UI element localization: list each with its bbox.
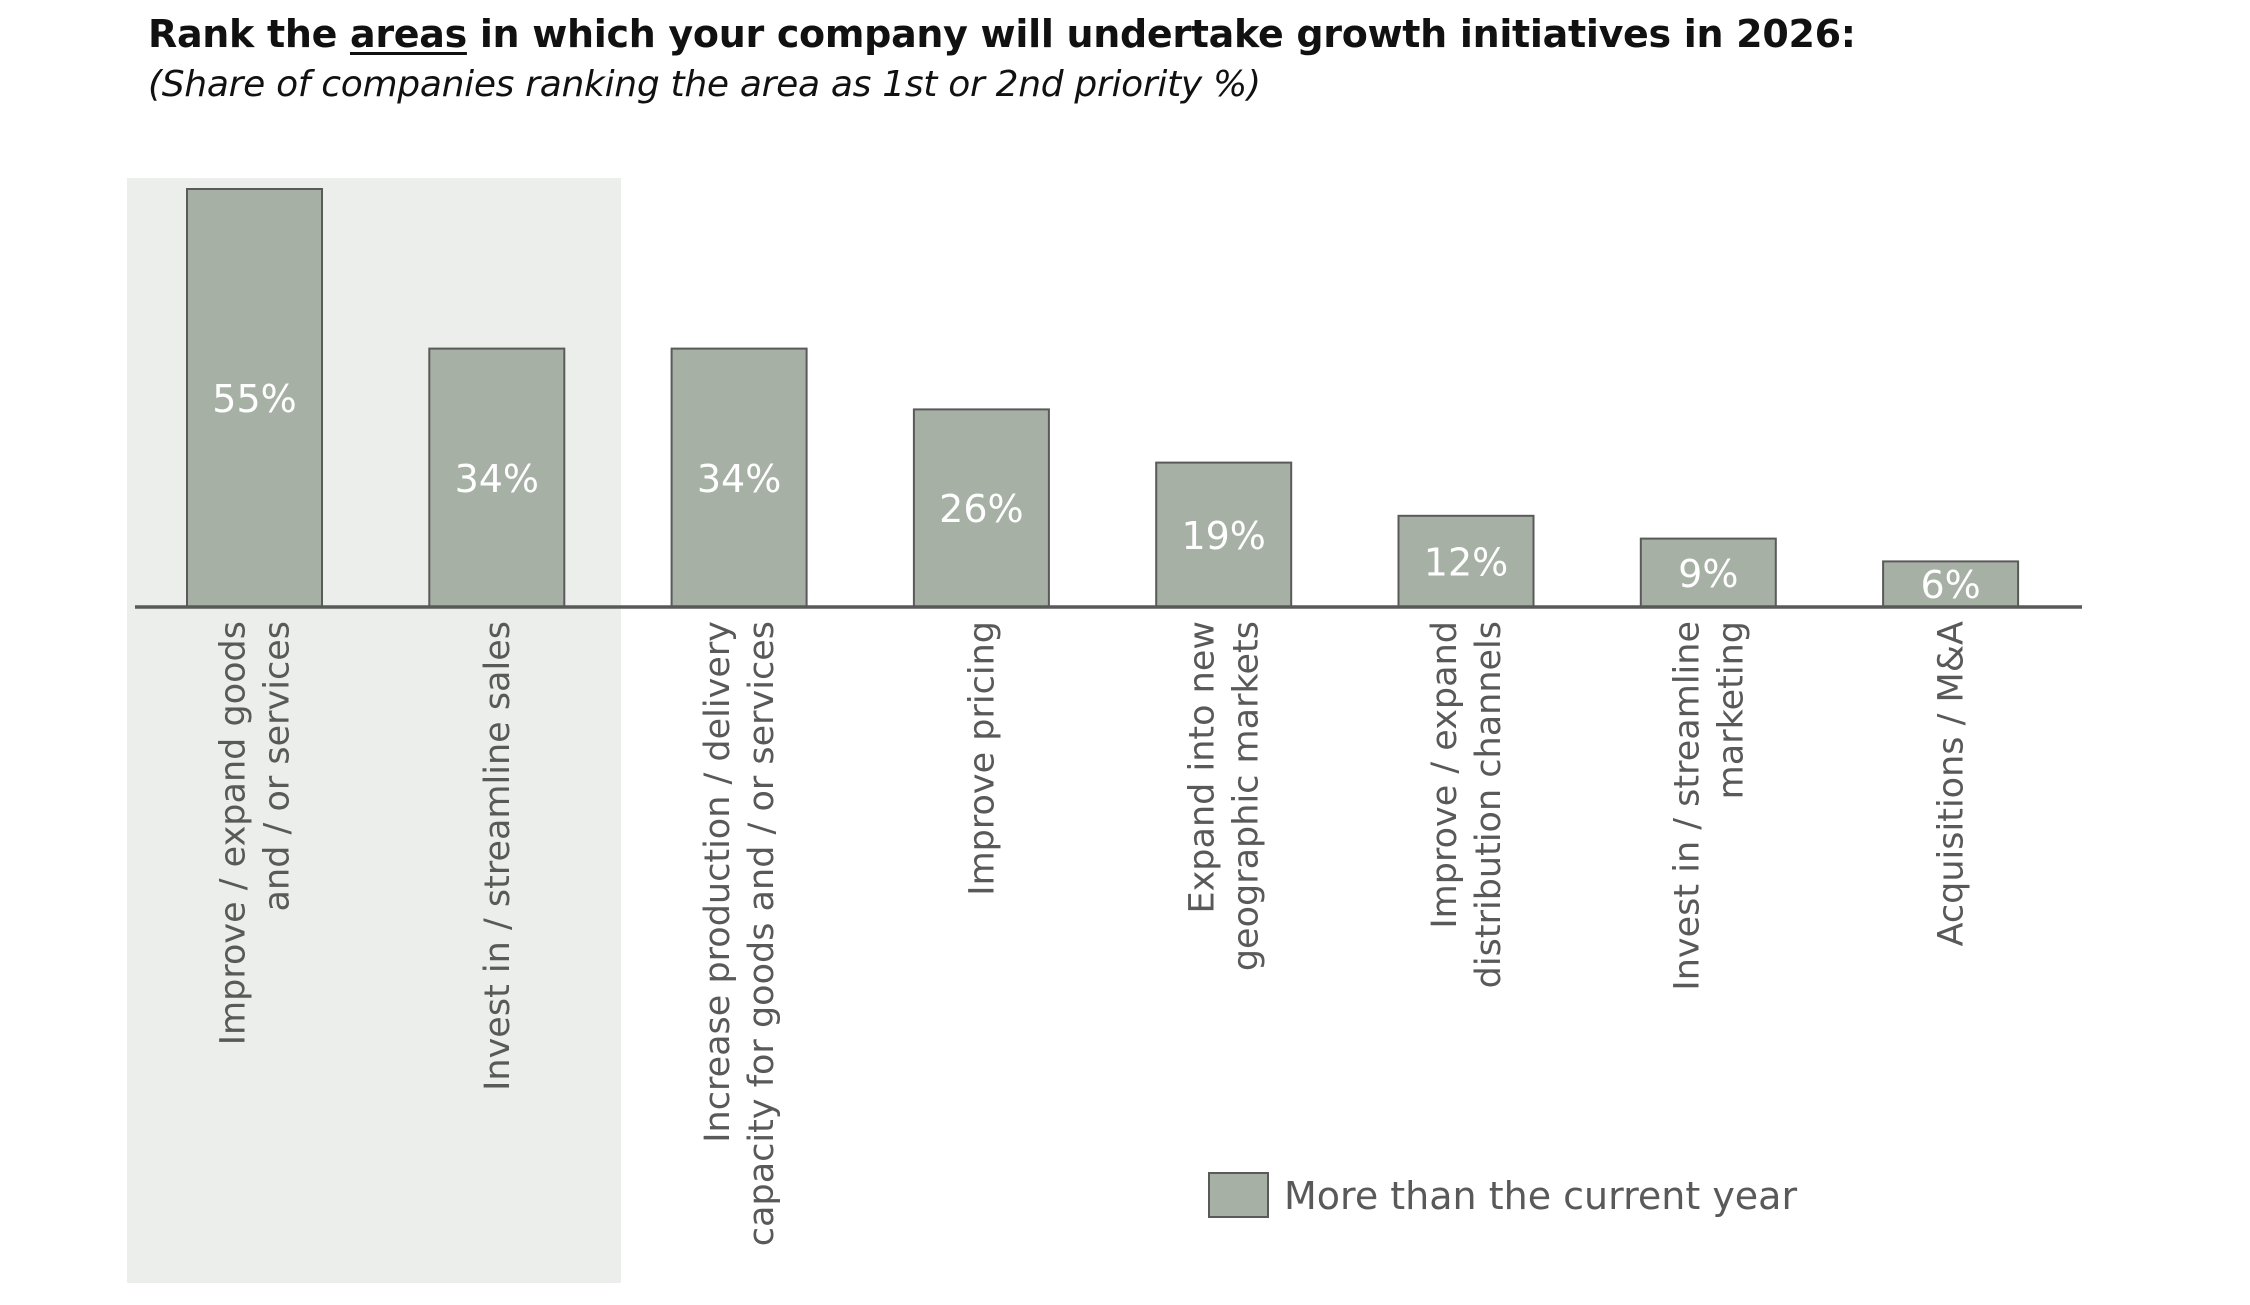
value-label: 26% [939,487,1023,531]
chart-subtitle: (Share of companies ranking the area as … [148,64,1261,105]
category-label-line: Invest in / streamline sales [478,621,518,1091]
value-label: 34% [697,457,781,501]
category-label: Improve / expand goods and / or services [214,621,298,1045]
category-label-line: Increase production / delivery [698,621,738,1143]
value-label: 6% [1920,563,1980,607]
value-label: 55% [212,377,296,421]
category-label-line: and / or services [258,621,298,911]
category-label-line: geographic markets [1227,621,1267,971]
legend: More than the current year [1208,1172,1797,1218]
value-label: 9% [1678,552,1738,596]
category-label: Expand into new geographic markets [1183,621,1267,971]
bar [428,347,566,608]
category-label-line: capacity for goods and / or services [742,621,782,1246]
bar [186,188,323,608]
category-label: Invest in / streamline sales [478,621,518,1091]
category-label: Invest in / streamline marketing [1667,621,1751,991]
value-labels-group: 55% 34% 34% 26% 19% 12% 9% 6% [212,377,1980,607]
title-underlined-word: areas [349,12,467,56]
category-label: Acquisitions / M&A [1932,621,1972,946]
category-label-line: Acquisitions / M&A [1932,621,1972,946]
bar [670,347,808,608]
value-label: 19% [1181,514,1265,558]
chart-title: Rank the areas in which your company wil… [148,12,1856,56]
category-label-line: Improve pricing [962,621,1002,896]
title-prefix: Rank the [148,12,350,56]
title-suffix: in which your company will undertake gro… [466,12,1856,56]
bar [1882,560,2020,609]
category-label-line: Expand into new [1183,621,1223,914]
category-label-line: Improve / expand goods [214,621,254,1045]
bars-group [186,188,2020,609]
value-label: 12% [1424,540,1508,584]
category-label: Improve pricing [962,621,1002,896]
value-label: 34% [455,457,539,501]
category-label-line: Improve / expand [1425,621,1465,929]
category-label: Improve / expand distribution channels [1425,621,1509,988]
bar [912,408,1050,608]
legend-label: More than the current year [1284,1174,1797,1218]
category-labels-group: Improve / expand goods and / or services I… [214,621,1972,1246]
category-label-line: distribution channels [1469,621,1509,988]
legend-swatch [1208,1172,1269,1218]
category-label-line: Invest in / streamline [1667,621,1707,991]
category-label: Increase production / delivery capacity f… [698,621,782,1246]
category-label-line: marketing [1711,621,1751,799]
